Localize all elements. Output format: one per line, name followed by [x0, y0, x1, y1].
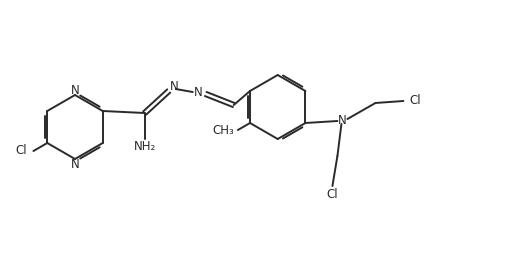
- Text: N: N: [71, 84, 79, 97]
- Text: Cl: Cl: [409, 93, 421, 106]
- Text: Cl: Cl: [16, 145, 27, 157]
- Text: N: N: [338, 115, 347, 128]
- Text: N: N: [71, 157, 79, 170]
- Text: CH₃: CH₃: [212, 123, 234, 136]
- Text: NH₂: NH₂: [133, 139, 156, 152]
- Text: Cl: Cl: [327, 187, 338, 200]
- Text: N: N: [171, 81, 179, 93]
- Text: N: N: [194, 87, 203, 100]
